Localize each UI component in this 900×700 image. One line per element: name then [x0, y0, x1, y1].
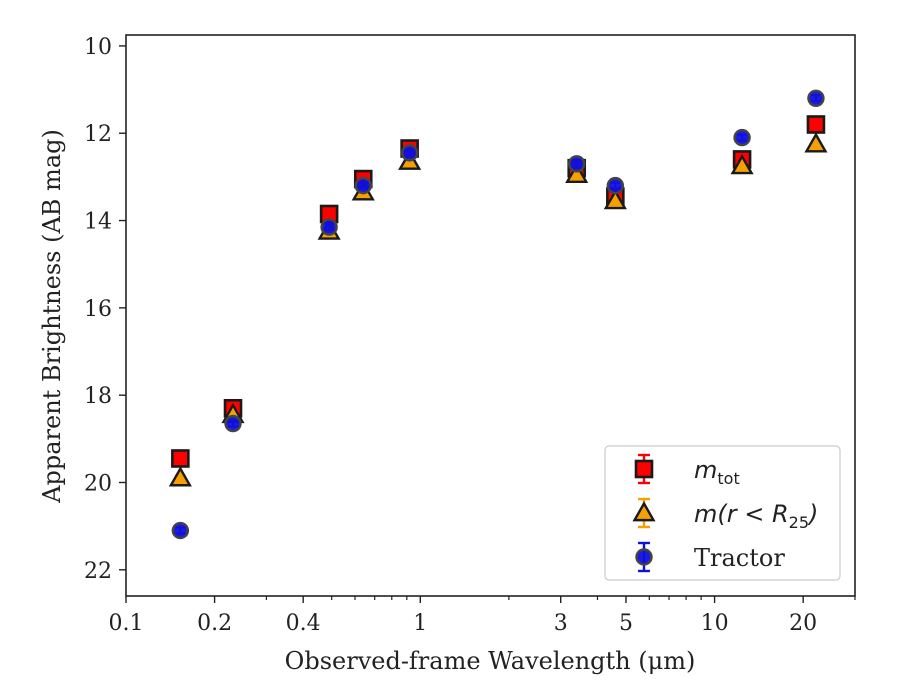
circle-point	[568, 155, 586, 173]
legend-label: Tractor	[694, 544, 785, 572]
plot-frame	[125, 34, 856, 597]
legend-label: mtot	[694, 456, 740, 488]
y-tick-label: 22	[84, 559, 112, 584]
x-axis: 0.1 0.2 0.4 1 3 5 10 20	[109, 596, 856, 636]
circle-point	[354, 176, 372, 195]
circle-point	[400, 144, 419, 162]
triangle-point	[565, 162, 589, 184]
circle-point	[320, 218, 338, 236]
plot-area	[125, 34, 856, 597]
legend-label: m(r < R25)	[694, 500, 818, 532]
x-tick-label: 0.4	[286, 611, 321, 636]
x-tick-label: 0.2	[197, 611, 232, 636]
x-tick-label: 0.1	[109, 611, 144, 636]
x-tick-label: 3	[554, 611, 568, 636]
legend-box	[604, 445, 841, 581]
circle-point	[171, 521, 190, 540]
y-tick-label: 10	[84, 35, 112, 60]
y-tick-label: 12	[84, 122, 112, 147]
x-tick-label: 20	[789, 611, 817, 636]
triangle-point	[804, 132, 828, 153]
triangle-point	[730, 154, 754, 175]
square-point	[806, 115, 826, 134]
triangle-point	[168, 466, 192, 487]
legend: mtot m(r < R25) Tractor	[604, 445, 841, 581]
circle-point	[606, 176, 625, 195]
legend-triangle-marker	[632, 501, 656, 522]
legend-circle-marker	[635, 548, 653, 566]
y-tick-label: 14	[84, 210, 112, 235]
x-tick-label: 10	[701, 611, 729, 636]
data-markers	[168, 89, 828, 540]
y-tick-label: 18	[84, 384, 112, 409]
y-tick-label: 16	[84, 297, 112, 322]
series-square	[171, 115, 826, 468]
y-tick-label: 20	[84, 471, 112, 496]
circle-point	[733, 128, 751, 147]
x-axis-label: Observed-frame Wavelength (μm)	[285, 647, 696, 675]
legend-square-marker	[634, 459, 654, 479]
triangle-point	[603, 188, 627, 210]
square-point	[171, 449, 190, 468]
y-axis: 10 12 14 16 18 20 22	[84, 35, 126, 584]
circle-point	[807, 89, 825, 108]
circle-point	[224, 414, 242, 433]
x-tick-label: 5	[619, 611, 633, 636]
series-triangle	[168, 132, 828, 487]
y-axis-label: Apparent Brightness (AB mag)	[38, 129, 66, 504]
series-circle	[171, 89, 825, 540]
x-tick-label: 1	[413, 611, 427, 636]
